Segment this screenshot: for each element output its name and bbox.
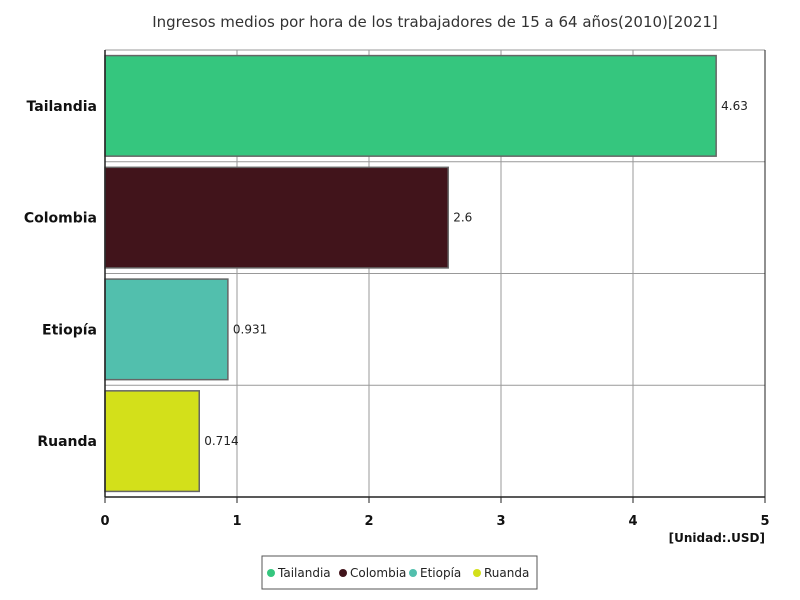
legend-entry: Ruanda xyxy=(484,566,529,580)
data-label: 0.714 xyxy=(204,434,238,448)
bars xyxy=(104,54,717,493)
legend: Tailandia Colombia Etiopía Ruanda xyxy=(261,555,538,590)
legend-entry: Tailandia xyxy=(277,566,331,580)
x-tick-label: 3 xyxy=(496,514,505,529)
legend-marker xyxy=(339,569,347,577)
chart-title: Ingresos medios por hora de los trabajad… xyxy=(152,13,718,31)
data-label: 0.931 xyxy=(233,322,267,336)
category-label: Etiopía xyxy=(42,322,97,338)
x-tick-label: 1 xyxy=(232,514,241,529)
x-tick-label: 0 xyxy=(100,514,109,529)
legend-entry: Etiopía xyxy=(420,566,461,580)
data-labels: 4.63 2.6 0.931 0.714 xyxy=(204,99,748,448)
data-label: 2.6 xyxy=(453,211,472,225)
legend-marker xyxy=(473,569,481,577)
legend-marker xyxy=(267,569,275,577)
bar-etiopía xyxy=(104,278,229,381)
legend-entry: Colombia xyxy=(350,566,406,580)
category-labels: Tailandia Colombia Etiopía Ruanda xyxy=(24,99,97,450)
x-tick-label: 5 xyxy=(760,514,769,529)
bar-ruanda xyxy=(104,390,200,493)
legend-box xyxy=(261,555,538,590)
x-axis-ticks: 0 1 2 3 4 5 xyxy=(100,497,770,529)
x-tick-label: 4 xyxy=(628,514,637,529)
category-label: Colombia xyxy=(24,211,97,227)
bar-colombia xyxy=(104,166,449,269)
unit-label: [Unidad:.USD] xyxy=(669,531,765,545)
legend-marker xyxy=(409,569,417,577)
data-label: 4.63 xyxy=(721,99,748,113)
category-label: Ruanda xyxy=(37,434,97,450)
bar-tailandia xyxy=(104,54,717,157)
x-tick-label: 2 xyxy=(364,514,373,529)
category-label: Tailandia xyxy=(27,99,97,115)
